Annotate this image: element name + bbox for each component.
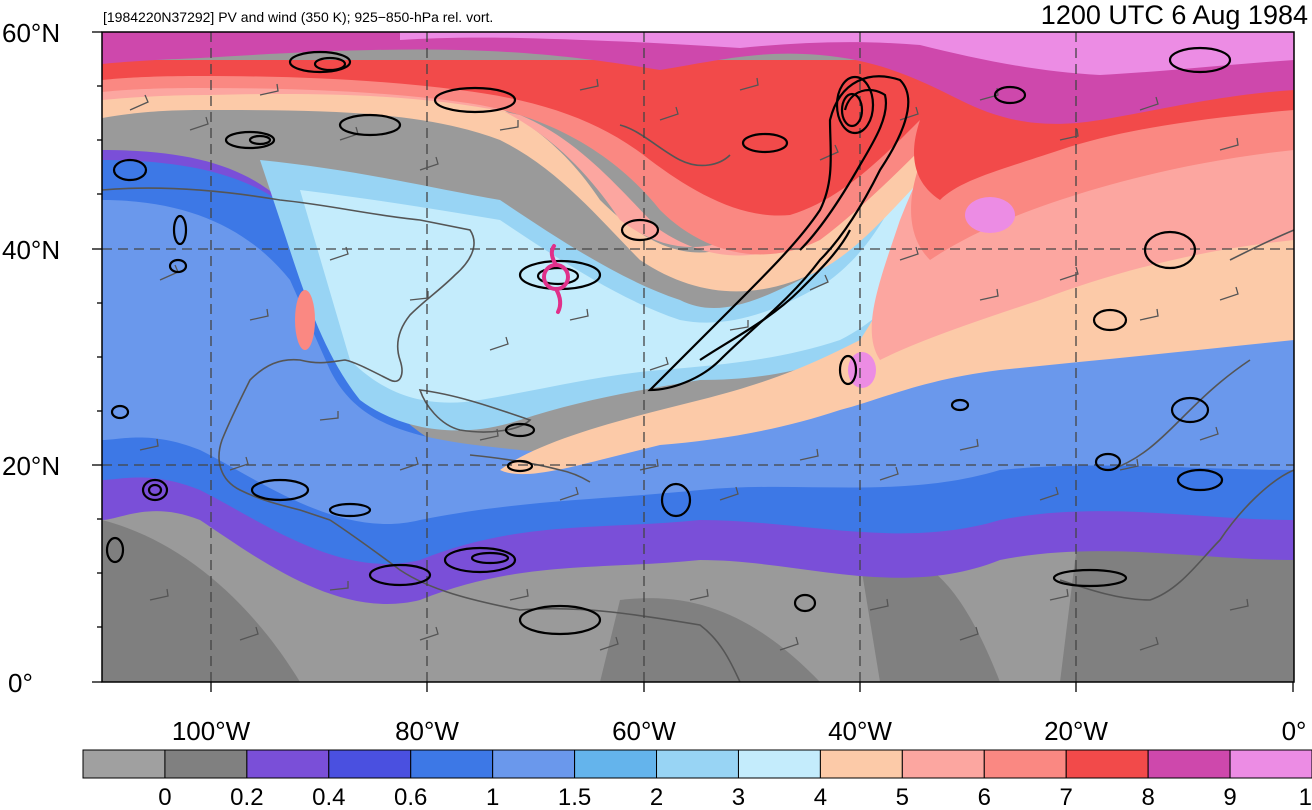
axis-ticks <box>92 31 1294 692</box>
colorbar-label: 1.5 <box>558 784 591 810</box>
colorbar-label: 5 <box>896 784 909 810</box>
coastlines <box>102 124 1294 682</box>
colorbar-swatch <box>1147 749 1231 779</box>
lon-label-0: 0° <box>1282 716 1307 746</box>
colorbar-label: 2 <box>650 784 663 810</box>
colorbar-swatch <box>328 749 412 779</box>
colorbar-swatch <box>492 749 576 779</box>
colorbar-swatch <box>656 749 739 779</box>
colorbar-label: 3 <box>732 784 745 810</box>
colorbar-swatch <box>574 749 658 779</box>
map-subtitle: [1984220N37292] PV and wind (350 K); 925… <box>103 9 494 25</box>
colorbar: 0 0.2 0.4 0.6 1 1.5 2 3 4 5 6 7 8 9 10 <box>82 749 1312 810</box>
colorbar-swatch <box>737 749 821 779</box>
colorbar-swatch <box>164 749 248 779</box>
lat-label-0: 0° <box>8 668 33 698</box>
colorbar-swatch <box>1065 749 1149 779</box>
colorbar-swatch <box>246 749 330 779</box>
colorbar-label: 6 <box>978 784 991 810</box>
tropical-cyclone-icon <box>542 244 570 314</box>
lat-label-60n: 60°N <box>2 18 60 48</box>
colorbar-label: 8 <box>1141 784 1154 810</box>
map-datetime: 1200 UTC 6 Aug 1984 <box>1040 0 1308 30</box>
vorticity-contours <box>105 46 1232 636</box>
colorbar-label: 4 <box>814 784 827 810</box>
colorbar-label: 0 <box>158 784 171 810</box>
lon-label-60w: 60°W <box>612 716 676 746</box>
colorbar-swatch <box>901 749 985 779</box>
colorbar-label: 7 <box>1060 784 1073 810</box>
colorbar-swatch <box>82 749 166 779</box>
lon-label-100w: 100°W <box>172 716 251 746</box>
colorbar-label: 0.4 <box>312 784 345 810</box>
colorbar-label: 10 <box>1299 784 1312 810</box>
colorbar-label: 1 <box>486 784 499 810</box>
lon-label-40w: 40°W <box>828 716 892 746</box>
colorbar-swatch <box>1229 749 1312 779</box>
wind-barbs <box>129 77 1249 651</box>
graticule <box>102 32 1294 682</box>
lon-label-80w: 80°W <box>395 716 459 746</box>
colorbar-swatch <box>983 749 1067 779</box>
colorbar-label: 9 <box>1223 784 1236 810</box>
colorbar-label: 0.2 <box>230 784 263 810</box>
colorbar-swatch <box>410 749 494 779</box>
colorbar-swatch <box>819 749 903 779</box>
lon-label-20w: 20°W <box>1044 716 1108 746</box>
pv-field <box>102 32 1294 682</box>
lat-label-20n: 20°N <box>2 451 60 481</box>
colorbar-label: 0.6 <box>394 784 427 810</box>
lat-label-40n: 40°N <box>2 235 60 265</box>
